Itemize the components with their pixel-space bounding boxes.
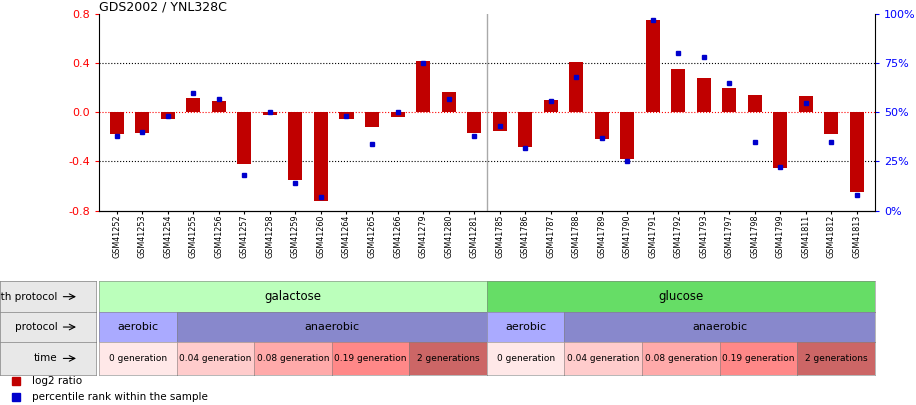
Bar (518, 113, 532, 147)
Text: 0.08 generation: 0.08 generation (256, 354, 329, 363)
Text: galactose: galactose (265, 290, 322, 303)
Bar (237, 113, 251, 164)
Bar (365, 113, 379, 127)
Text: protocol: protocol (15, 322, 58, 332)
Text: time: time (34, 354, 58, 363)
Bar (110, 113, 124, 134)
Text: anaerobic: anaerobic (304, 322, 359, 332)
Text: 0 generation: 0 generation (496, 354, 555, 363)
Text: 0 generation: 0 generation (109, 354, 167, 363)
Bar (289, 113, 302, 180)
Text: anaerobic: anaerobic (692, 322, 747, 332)
Bar (186, 98, 201, 113)
Text: aerobic: aerobic (505, 322, 546, 332)
Bar (569, 62, 583, 113)
Bar (442, 92, 455, 113)
Bar (799, 96, 812, 113)
Text: glucose: glucose (659, 290, 703, 303)
Bar (136, 113, 149, 133)
Bar (416, 61, 431, 113)
Bar (314, 113, 328, 201)
Bar (594, 113, 609, 139)
Bar (161, 113, 175, 119)
Bar (697, 78, 711, 113)
Bar (824, 113, 838, 134)
Bar (543, 100, 558, 113)
Text: 0.19 generation: 0.19 generation (334, 354, 407, 363)
Text: 0.19 generation: 0.19 generation (722, 354, 795, 363)
Text: aerobic: aerobic (117, 322, 158, 332)
Text: 2 generations: 2 generations (417, 354, 479, 363)
Bar (493, 113, 507, 131)
Bar (850, 113, 864, 192)
Text: GDS2002 / YNL328C: GDS2002 / YNL328C (99, 0, 227, 13)
Bar (467, 113, 481, 133)
Bar (263, 113, 277, 115)
Text: percentile rank within the sample: percentile rank within the sample (32, 392, 208, 403)
Bar (620, 113, 634, 159)
Bar (747, 95, 762, 113)
Bar (212, 101, 226, 113)
Bar (671, 69, 685, 113)
Text: 2 generations: 2 generations (804, 354, 867, 363)
Text: growth protocol: growth protocol (0, 292, 58, 302)
Bar (773, 113, 788, 168)
Bar (340, 113, 354, 119)
Bar (723, 88, 736, 113)
Text: 0.04 generation: 0.04 generation (180, 354, 252, 363)
Bar (646, 20, 660, 113)
Text: 0.04 generation: 0.04 generation (567, 354, 639, 363)
Text: log2 ratio: log2 ratio (32, 376, 82, 386)
Bar (390, 113, 405, 117)
Text: 0.08 generation: 0.08 generation (645, 354, 717, 363)
